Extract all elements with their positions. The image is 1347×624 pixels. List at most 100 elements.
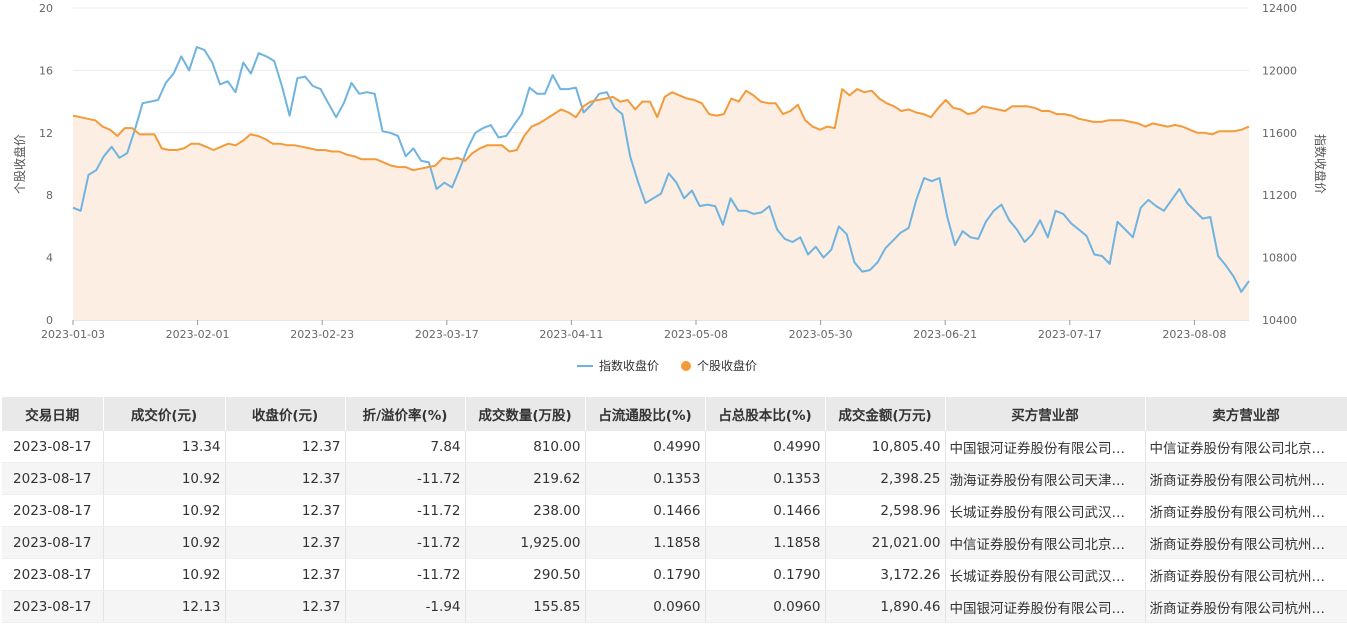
cell-seller-link[interactable]: 浙商证券股份有限公司杭州… (1145, 462, 1347, 495)
right-tick-label: 11200 (1262, 189, 1297, 202)
x-tick-label: 2023-07-17 (1038, 328, 1102, 341)
cell-trade-date: 2023-08-17 (2, 590, 104, 623)
cell-close-price: 12.37 (225, 590, 346, 623)
left-tick-label: 4 (46, 252, 53, 265)
cell-seller-link[interactable]: 浙商证券股份有限公司杭州… (1145, 590, 1347, 623)
series-line-stock (72, 88, 1250, 172)
cell-buyer-link[interactable]: 中国银河证券股份有限公司… (945, 590, 1146, 623)
cell-total-share-ratio: 1.1858 (705, 526, 826, 559)
cell-amount: 2,598.96 (825, 494, 946, 527)
cell-total-share-ratio: 0.4990 (705, 431, 826, 463)
cell-buyer-link[interactable]: 中信证券股份有限公司北京… (945, 526, 1146, 559)
cell-close-price: 12.37 (225, 462, 346, 495)
cell-amount: 3,172.26 (825, 558, 946, 591)
cell-float-share-ratio: 1.1858 (585, 526, 706, 559)
x-tick-label: 2023-03-17 (415, 328, 479, 341)
cell-amount: 21,021.00 (825, 526, 946, 559)
cell-float-share-ratio: 0.1353 (585, 462, 706, 495)
cell-total-share-ratio: 0.1790 (705, 558, 826, 591)
cell-trade-date: 2023-08-17 (2, 462, 104, 495)
x-tick-label: 2023-02-01 (166, 328, 230, 341)
legend-label-index: 指数收盘价 (599, 359, 660, 373)
right-tick-label: 10400 (1262, 314, 1297, 327)
cell-volume: 1,925.00 (465, 526, 586, 559)
cell-premium-rate: -11.72 (345, 494, 466, 527)
right-axis-title: 指数收盘价 (1313, 134, 1328, 194)
cell-buyer-link[interactable]: 渤海证券股份有限公司天津… (945, 462, 1146, 495)
header-float-share-ratio[interactable]: 占流通股比(%) (585, 397, 706, 431)
header-trade-date[interactable]: 交易日期 (2, 397, 104, 431)
cell-amount: 1,890.46 (825, 590, 946, 623)
legend-item-index[interactable]: 指数收盘价 (577, 357, 659, 374)
cell-volume: 810.00 (465, 431, 586, 463)
header-close-price[interactable]: 收盘价(元) (225, 397, 346, 431)
table-row: 2023-08-17 13.34 12.37 7.84 810.00 0.499… (2, 431, 1347, 463)
series-area-stock (73, 89, 1249, 320)
header-buyer[interactable]: 买方营业部 (945, 397, 1146, 431)
cell-total-share-ratio: 0.1466 (705, 494, 826, 527)
right-tick-label: 12000 (1262, 64, 1297, 77)
x-tick-label: 2023-01-03 (41, 328, 105, 341)
table-row: 2023-08-17 10.92 12.37 -11.72 290.50 0.1… (2, 558, 1347, 591)
cell-deal-price: 10.92 (103, 462, 226, 495)
table-row: 2023-08-17 10.92 12.37 -11.72 238.00 0.1… (2, 494, 1347, 527)
cell-seller-link[interactable]: 浙商证券股份有限公司杭州… (1145, 526, 1347, 559)
left-axis-title: 个股收盘价 (12, 134, 27, 194)
dual-axis-line-chart: 0 4 8 12 16 20 10400 10800 11200 11600 12000 12400 个… (12, 2, 1328, 341)
cell-float-share-ratio: 0.1790 (585, 558, 706, 591)
cell-trade-date: 2023-08-17 (2, 558, 104, 591)
table-row: 2023-08-17 12.13 12.37 -1.94 155.85 0.09… (2, 590, 1347, 623)
x-tick-label: 2023-05-08 (664, 328, 728, 341)
cell-deal-price: 12.13 (103, 590, 226, 623)
cell-seller-link[interactable]: 浙商证券股份有限公司杭州… (1145, 494, 1347, 527)
left-tick-label: 0 (46, 314, 53, 327)
cell-amount: 10,805.40 (825, 431, 946, 463)
legend-item-stock[interactable]: 个股收盘价 (681, 357, 757, 374)
cell-seller-link[interactable]: 浙商证券股份有限公司杭州… (1145, 558, 1347, 591)
table-header-row: 交易日期 成交价(元) 收盘价(元) 折/溢价率(%) 成交数量(万股) 占流通… (2, 397, 1347, 431)
cell-trade-date: 2023-08-17 (2, 431, 104, 463)
chart-area: 0 4 8 12 16 20 10400 10800 11200 11600 12000 12400 个… (12, 2, 1328, 374)
cell-volume: 155.85 (465, 590, 586, 623)
left-tick-label: 12 (39, 127, 53, 140)
legend-label-stock: 个股收盘价 (697, 359, 758, 373)
right-tick-label: 10800 (1262, 252, 1297, 265)
cell-float-share-ratio: 0.1466 (585, 494, 706, 527)
left-tick-label: 20 (39, 2, 53, 15)
series-line-index (72, 46, 1250, 293)
cell-deal-price: 13.34 (103, 431, 226, 463)
header-seller[interactable]: 卖方营业部 (1145, 397, 1347, 431)
cell-float-share-ratio: 0.4990 (585, 431, 706, 463)
cell-trade-date: 2023-08-17 (2, 494, 104, 527)
cell-buyer-link[interactable]: 长城证券股份有限公司武汉… (945, 558, 1146, 591)
cell-volume: 219.62 (465, 462, 586, 495)
header-volume[interactable]: 成交数量(万股) (465, 397, 586, 431)
header-total-share-ratio[interactable]: 占总股本比(%) (705, 397, 826, 431)
cell-premium-rate: 7.84 (345, 431, 466, 463)
cell-buyer-link[interactable]: 中国银河证券股份有限公司… (945, 431, 1146, 463)
cell-premium-rate: -11.72 (345, 558, 466, 591)
left-tick-label: 16 (39, 64, 53, 77)
x-tick-label: 2023-02-23 (290, 328, 354, 341)
header-deal-price[interactable]: 成交价(元) (103, 397, 226, 431)
cell-buyer-link[interactable]: 长城证券股份有限公司武汉… (945, 494, 1146, 527)
header-amount[interactable]: 成交金额(万元) (825, 397, 946, 431)
cell-float-share-ratio: 0.0960 (585, 590, 706, 623)
right-tick-label: 11600 (1262, 127, 1297, 140)
x-tick-label: 2023-05-30 (789, 328, 853, 341)
cell-premium-rate: -1.94 (345, 590, 466, 623)
table-row: 2023-08-17 10.92 12.37 -11.72 219.62 0.1… (2, 462, 1347, 495)
cell-volume: 238.00 (465, 494, 586, 527)
cell-close-price: 12.37 (225, 494, 346, 527)
cell-volume: 290.50 (465, 558, 586, 591)
table-row: 2023-08-17 10.92 12.37 -11.72 1,925.00 1… (2, 526, 1347, 559)
cell-seller-link[interactable]: 中信证券股份有限公司北京… (1145, 431, 1347, 463)
cell-deal-price: 10.92 (103, 494, 226, 527)
cell-trade-date: 2023-08-17 (2, 526, 104, 559)
left-tick-label: 8 (46, 189, 53, 202)
chart-legend: 指数收盘价 个股收盘价 (577, 357, 757, 374)
cell-total-share-ratio: 0.1353 (705, 462, 826, 495)
header-premium-rate[interactable]: 折/溢价率(%) (345, 397, 466, 431)
cell-total-share-ratio: 0.0960 (705, 590, 826, 623)
cell-close-price: 12.37 (225, 558, 346, 591)
